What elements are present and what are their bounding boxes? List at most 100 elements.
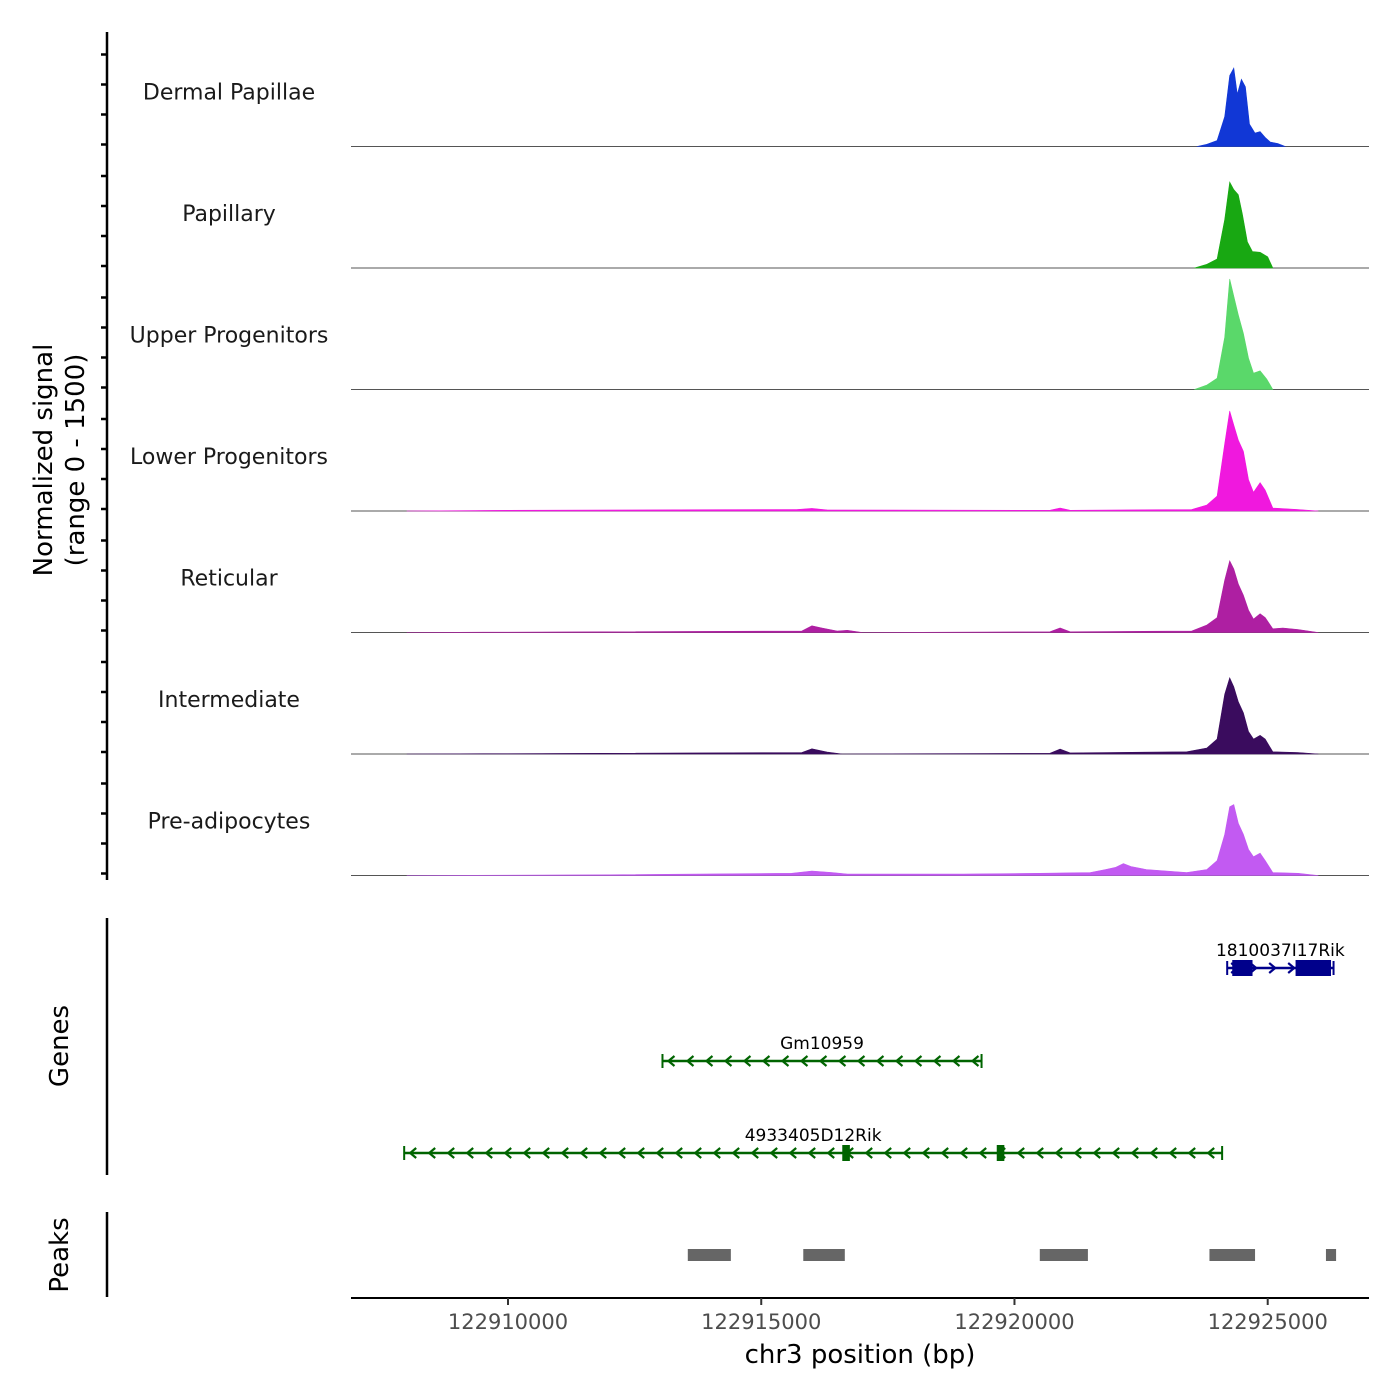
gene-model: 1810037I17Rik xyxy=(1216,941,1345,976)
peak-regions xyxy=(687,1249,1337,1261)
strand-arrow xyxy=(750,1147,759,1159)
strand-arrow xyxy=(742,1055,752,1067)
strand-arrow xyxy=(1149,1147,1158,1159)
strand-arrow xyxy=(1054,1147,1063,1159)
track-label: Pre-adipocytes xyxy=(148,810,311,835)
coverage-area xyxy=(406,410,1319,512)
track-label: Papillary xyxy=(182,202,276,227)
strand-arrow xyxy=(655,1147,664,1159)
strand-arrow xyxy=(940,1147,949,1159)
genes-track-title: Genes xyxy=(45,1005,75,1087)
strand-arrow xyxy=(522,1147,531,1159)
coverage-area xyxy=(406,559,1319,633)
coverage-track xyxy=(351,559,1369,633)
strand-arrow xyxy=(636,1147,645,1159)
strand-arrow xyxy=(864,1147,873,1159)
strand-arrow xyxy=(913,1055,923,1067)
strand-arrow xyxy=(932,1055,942,1067)
gene-exon xyxy=(842,1145,850,1161)
strand-arrow xyxy=(1187,1147,1196,1159)
strand-arrow xyxy=(1035,1147,1044,1159)
strand-arrow xyxy=(1268,962,1277,974)
strand-arrow xyxy=(921,1147,930,1159)
y-axis-title-line2: (range 0 - 1500) xyxy=(61,354,91,567)
strand-arrow xyxy=(856,1055,866,1067)
coverage-track xyxy=(351,67,1369,147)
coverage-area xyxy=(406,804,1319,876)
coverage-area xyxy=(406,676,1319,755)
signal-y-axis xyxy=(101,32,109,880)
gene-model: Gm10959 xyxy=(661,1034,983,1068)
strand-arrow xyxy=(1016,1147,1025,1159)
strand-arrow xyxy=(408,1147,417,1159)
strand-arrow xyxy=(818,1055,828,1067)
strand-arrow xyxy=(685,1055,695,1067)
strand-arrow xyxy=(807,1147,816,1159)
strand-arrow xyxy=(970,1055,980,1067)
strand-arrow xyxy=(712,1147,721,1159)
coverage-area xyxy=(1194,181,1274,269)
peak-region xyxy=(687,1249,731,1261)
strand-arrow xyxy=(731,1147,740,1159)
gene-label: 1810037I17Rik xyxy=(1216,941,1345,961)
x-axis-title: chr3 position (bp) xyxy=(745,1340,976,1370)
track-label: Dermal Papillae xyxy=(143,81,315,106)
coverage-track xyxy=(351,410,1369,512)
track-label: Intermediate xyxy=(158,688,300,713)
strand-arrow xyxy=(427,1147,436,1159)
gene-exon xyxy=(996,1145,1005,1161)
strand-arrow xyxy=(978,1147,987,1159)
strand-arrow xyxy=(560,1147,569,1159)
strand-arrow xyxy=(446,1147,455,1159)
coverage-track xyxy=(351,181,1369,269)
strand-arrow xyxy=(837,1055,847,1067)
strand-arrow xyxy=(666,1055,676,1067)
x-tick-label: 122915000 xyxy=(701,1310,821,1334)
strand-arrow xyxy=(579,1147,588,1159)
coverage-area xyxy=(1194,278,1274,390)
strand-arrow xyxy=(894,1055,904,1067)
strand-arrow xyxy=(693,1147,702,1159)
peak-region xyxy=(1039,1249,1088,1261)
strand-arrow xyxy=(883,1147,892,1159)
strand-arrow xyxy=(959,1147,968,1159)
gene-exon xyxy=(1232,960,1253,976)
coverage-track xyxy=(351,676,1369,755)
x-tick-label: 122910000 xyxy=(448,1310,568,1334)
peak-region xyxy=(803,1249,845,1261)
gene-annotations: 1810037I17Rik Gm10959 4933405D12Rik xyxy=(403,941,1345,1161)
peak-region xyxy=(1209,1249,1256,1261)
strand-arrow xyxy=(465,1147,474,1159)
strand-arrow xyxy=(674,1147,683,1159)
strand-arrow xyxy=(1111,1147,1120,1159)
gene-exon xyxy=(1295,960,1332,976)
strand-arrow xyxy=(875,1055,885,1067)
track-label: Upper Progenitors xyxy=(130,324,329,349)
strand-arrow xyxy=(1092,1147,1101,1159)
x-tick-label: 122925000 xyxy=(1208,1310,1328,1334)
strand-arrow xyxy=(799,1055,809,1067)
strand-arrow xyxy=(598,1147,607,1159)
strand-arrow xyxy=(704,1055,714,1067)
coverage-track xyxy=(351,804,1369,876)
peaks-track-title: Peaks xyxy=(45,1217,75,1292)
coverage-track xyxy=(351,278,1369,390)
gene-model: 4933405D12Rik xyxy=(403,1126,1224,1161)
track-label: Reticular xyxy=(180,567,278,592)
strand-arrow xyxy=(503,1147,512,1159)
strand-arrow xyxy=(541,1147,550,1159)
strand-arrow xyxy=(788,1147,797,1159)
gene-label: 4933405D12Rik xyxy=(745,1126,882,1146)
strand-arrow xyxy=(780,1055,790,1067)
strand-arrow xyxy=(1073,1147,1082,1159)
strand-arrow xyxy=(1206,1147,1215,1159)
strand-arrow xyxy=(1168,1147,1177,1159)
coverage-area xyxy=(1196,67,1286,147)
x-axis-ticks: 122910000 122915000 122920000 122925000 xyxy=(448,1298,1328,1334)
coverage-tracks xyxy=(351,67,1369,876)
strand-arrow xyxy=(484,1147,493,1159)
strand-arrow xyxy=(617,1147,626,1159)
track-labels: Dermal Papillae Papillary Upper Progenitor… xyxy=(130,81,329,835)
x-tick-label: 122920000 xyxy=(954,1310,1074,1334)
